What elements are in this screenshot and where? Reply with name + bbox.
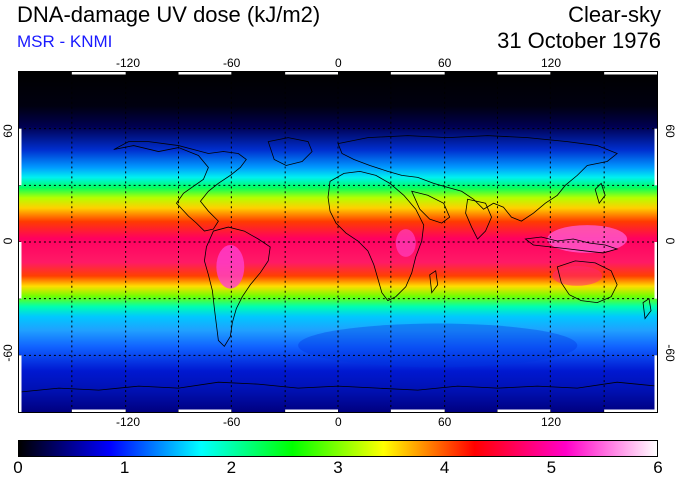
peak-africa [395, 229, 416, 257]
source-label: MSR - KNMI [17, 32, 113, 51]
uv-dose-map [18, 71, 658, 413]
colorbar-label: 0 [13, 458, 23, 477]
lat-left-60: 60 [1, 124, 15, 138]
date-label: 31 October 1976 [497, 28, 661, 53]
lat-left-0: 0 [1, 237, 15, 245]
lat-left-minus60: -60 [1, 344, 15, 362]
low-south-pacific [298, 323, 578, 368]
lat-right-minus60: -60 [663, 344, 677, 362]
map-overlay [19, 72, 657, 412]
colorbar-label: 5 [546, 458, 557, 477]
peak-south-america [216, 244, 245, 289]
coastline-australia [556, 260, 618, 304]
colorbar-label: 6 [653, 458, 663, 477]
lat-right-60: 60 [663, 124, 677, 138]
chart-title: DNA-damage UV dose (kJ/m2) [17, 2, 321, 27]
coastline-south-america [204, 226, 271, 348]
coastline-europe-africa [327, 171, 425, 302]
lon-top-60: 60 [438, 56, 452, 70]
condition-label: Clear-sky [568, 2, 661, 27]
coastline-eurasia-north [337, 135, 618, 222]
lon-bottom-minus60: -60 [223, 415, 241, 429]
peak-australia [552, 265, 603, 286]
coastline-north-america [113, 141, 247, 232]
lon-top-minus120: -120 [116, 56, 141, 70]
coastline-antarctica [19, 381, 657, 393]
peak-maritime-continent [547, 225, 628, 253]
colorbar [18, 440, 658, 457]
frame-ticks [19, 72, 657, 412]
coastline-new-zealand [642, 297, 652, 320]
coastline-india [465, 198, 492, 240]
colorbar-label: 2 [226, 458, 237, 477]
colorbar-label: 4 [439, 458, 450, 477]
lon-top-minus60: -60 [223, 56, 241, 70]
colorbar-label: 3 [333, 458, 343, 477]
lon-bottom-0: 0 [335, 415, 342, 429]
coastline-madagascar [429, 270, 439, 294]
colorbar-label: 1 [119, 458, 130, 477]
lon-bottom-minus120: -120 [116, 415, 141, 429]
coastline-arabia [411, 190, 451, 224]
lon-bottom-60: 60 [438, 415, 452, 429]
coastline-indonesia [524, 236, 619, 254]
lon-bottom-120: 120 [541, 415, 562, 429]
lon-top-0: 0 [335, 56, 342, 70]
lat-right-0: 0 [663, 237, 677, 245]
lon-top-120: 120 [541, 56, 562, 70]
coastlines [19, 135, 657, 393]
coastline-japan [594, 182, 606, 205]
coastline-greenland [267, 137, 313, 166]
